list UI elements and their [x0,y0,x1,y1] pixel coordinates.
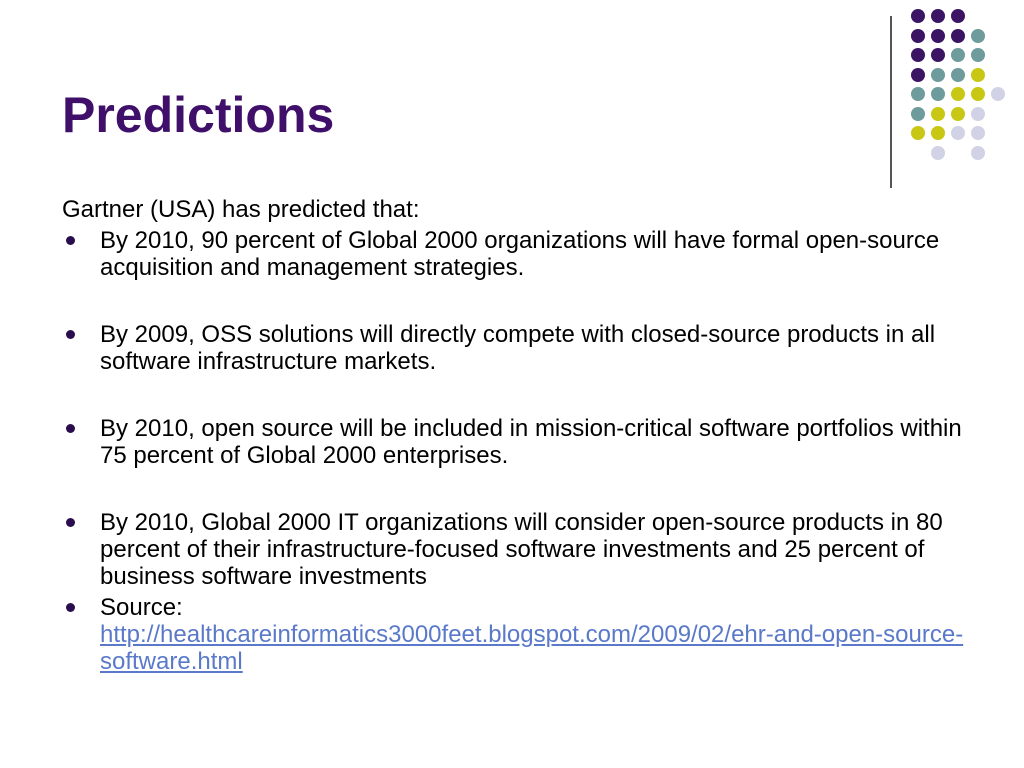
decorative-dot [911,28,925,43]
bullet-item: By 2009, OSS solutions will directly com… [62,321,972,375]
decorative-dot [911,126,925,140]
decorative-dot [931,67,945,82]
decorative-dot [931,106,945,121]
bullet-text: By 2010, open source will be included in… [100,415,962,469]
decorative-dot [971,48,985,62]
bullet-icon [66,236,75,245]
intro-text: Gartner (USA) has predicted that: [62,196,420,223]
bullet-item: By 2010, Global 2000 IT organizations wi… [62,509,972,590]
bullet-icon [66,603,75,612]
bullet-icon [66,518,75,527]
bullet-item: By 2010, 90 percent of Global 2000 organ… [62,227,972,281]
decorative-dot [911,9,925,23]
decorative-dot [951,126,965,140]
decorative-dot [931,126,945,140]
decorative-dot [911,87,925,101]
decorative-dot [911,67,925,82]
decorative-dot [931,9,945,23]
decorative-dot [951,9,965,23]
decorative-dot [931,87,945,101]
decorative-dot [951,87,965,101]
bullet-list: By 2010, 90 percent of Global 2000 organ… [62,227,972,675]
decorative-dot [951,67,965,82]
source-link[interactable]: http://healthcareinformatics3000feet.blo… [100,621,964,675]
bullet-icon [66,330,75,339]
decorative-dot [971,145,985,160]
decorative-dot [911,48,925,62]
bullet-text: By 2009, OSS solutions will directly com… [100,321,936,375]
decorative-dot [951,106,965,121]
decorative-dot [931,48,945,62]
decorative-dot [971,126,985,140]
decorative-dot [971,28,985,43]
slide-body: Gartner (USA) has predicted that: By 201… [62,196,972,675]
decorative-dot [971,106,985,121]
decorative-dot [951,48,965,62]
vertical-divider [890,16,892,188]
bullet-icon [66,424,75,433]
bullet-item-source: Source: http://healthcareinformatics3000… [62,594,972,675]
decorative-dot [971,67,985,82]
bullet-text: By 2010, Global 2000 IT organizations wi… [100,509,943,590]
bullet-item: By 2010, open source will be included in… [62,415,972,469]
decorative-dot [991,87,1005,101]
decorative-dot [951,28,965,43]
decorative-dot [971,87,985,101]
source-label: Source: [100,594,183,621]
decorative-dot [931,145,945,160]
bullet-text: By 2010, 90 percent of Global 2000 organ… [100,227,940,281]
decorative-dot [911,106,925,121]
slide-title: Predictions [62,87,335,143]
decorative-dot [931,28,945,43]
